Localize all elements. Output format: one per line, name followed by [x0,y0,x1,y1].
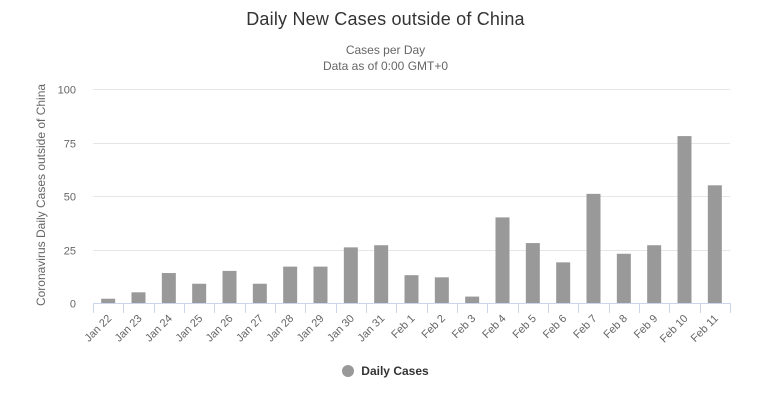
bar[interactable] [556,262,571,303]
bar[interactable] [677,136,692,303]
y-axis-title: Coronavirus Daily Cases outside of China [34,84,48,306]
y-tick-label: 50 [64,192,76,204]
x-tick-label: Feb 7 [571,313,599,341]
bar[interactable] [374,245,389,303]
y-tick-label: 75 [64,139,76,151]
legend-item-daily-cases[interactable]: Daily Cases [342,364,429,378]
x-tick-label: Jan 29 [295,313,327,345]
legend-label: Daily Cases [361,364,429,378]
x-tick-label: Jan 27 [234,313,266,345]
bars [101,136,722,303]
bar[interactable] [434,277,449,303]
bar[interactable] [404,275,419,303]
x-axis [93,303,731,313]
x-tick-label: Feb 2 [420,313,448,341]
bar[interactable] [343,247,358,303]
chart-subtitle-line-2: Data as of 0:00 GMT+0 [322,59,449,73]
bar[interactable] [495,217,510,303]
bar[interactable] [192,283,207,303]
x-tick-label: Feb 3 [450,313,478,341]
legend: Daily Cases [0,364,771,382]
bar[interactable] [616,253,631,303]
x-tick-label: Jan 22 [82,313,114,345]
y-axis-ticks: 0 25 50 75 100 [58,85,76,311]
x-tick-label: Feb 4 [480,313,508,341]
bar[interactable] [707,185,722,303]
x-tick-label: Jan 25 [173,313,205,345]
bar[interactable] [222,270,237,303]
bar[interactable] [525,243,540,303]
x-tick-label: Jan 30 [325,313,357,345]
x-tick-label: Feb 11 [689,313,721,345]
chart-title: Daily New Cases outside of China [246,9,525,29]
bar[interactable] [465,296,480,303]
bar[interactable] [647,245,662,303]
y-tick-label: 0 [70,299,76,311]
x-tick-label: Jan 26 [204,313,236,345]
x-tick-label: Feb 8 [602,313,630,341]
bar[interactable] [586,193,601,303]
bar[interactable] [131,292,146,303]
bar[interactable] [283,266,298,303]
x-tick-label: Jan 24 [143,313,175,345]
legend-marker-icon [342,365,355,377]
bar[interactable] [161,273,176,303]
x-tick-label: Jan 31 [355,313,387,345]
y-tick-label: 25 [64,246,76,258]
bar[interactable] [313,266,328,303]
x-tick-label: Jan 23 [113,313,145,345]
bar[interactable] [101,298,116,303]
x-tick-label: Feb 5 [511,313,539,341]
bar[interactable] [252,283,267,303]
chart-subtitle-line-1: Cases per Day [345,43,426,57]
gridlines [93,89,730,251]
x-tick-label: Feb 9 [632,313,660,341]
y-tick-label: 100 [58,85,76,97]
x-tick-label: Feb 10 [658,313,691,346]
x-tick-label: Jan 28 [264,313,296,345]
x-tick-label: Feb 1 [389,313,417,341]
x-tick-label: Feb 6 [541,313,569,341]
